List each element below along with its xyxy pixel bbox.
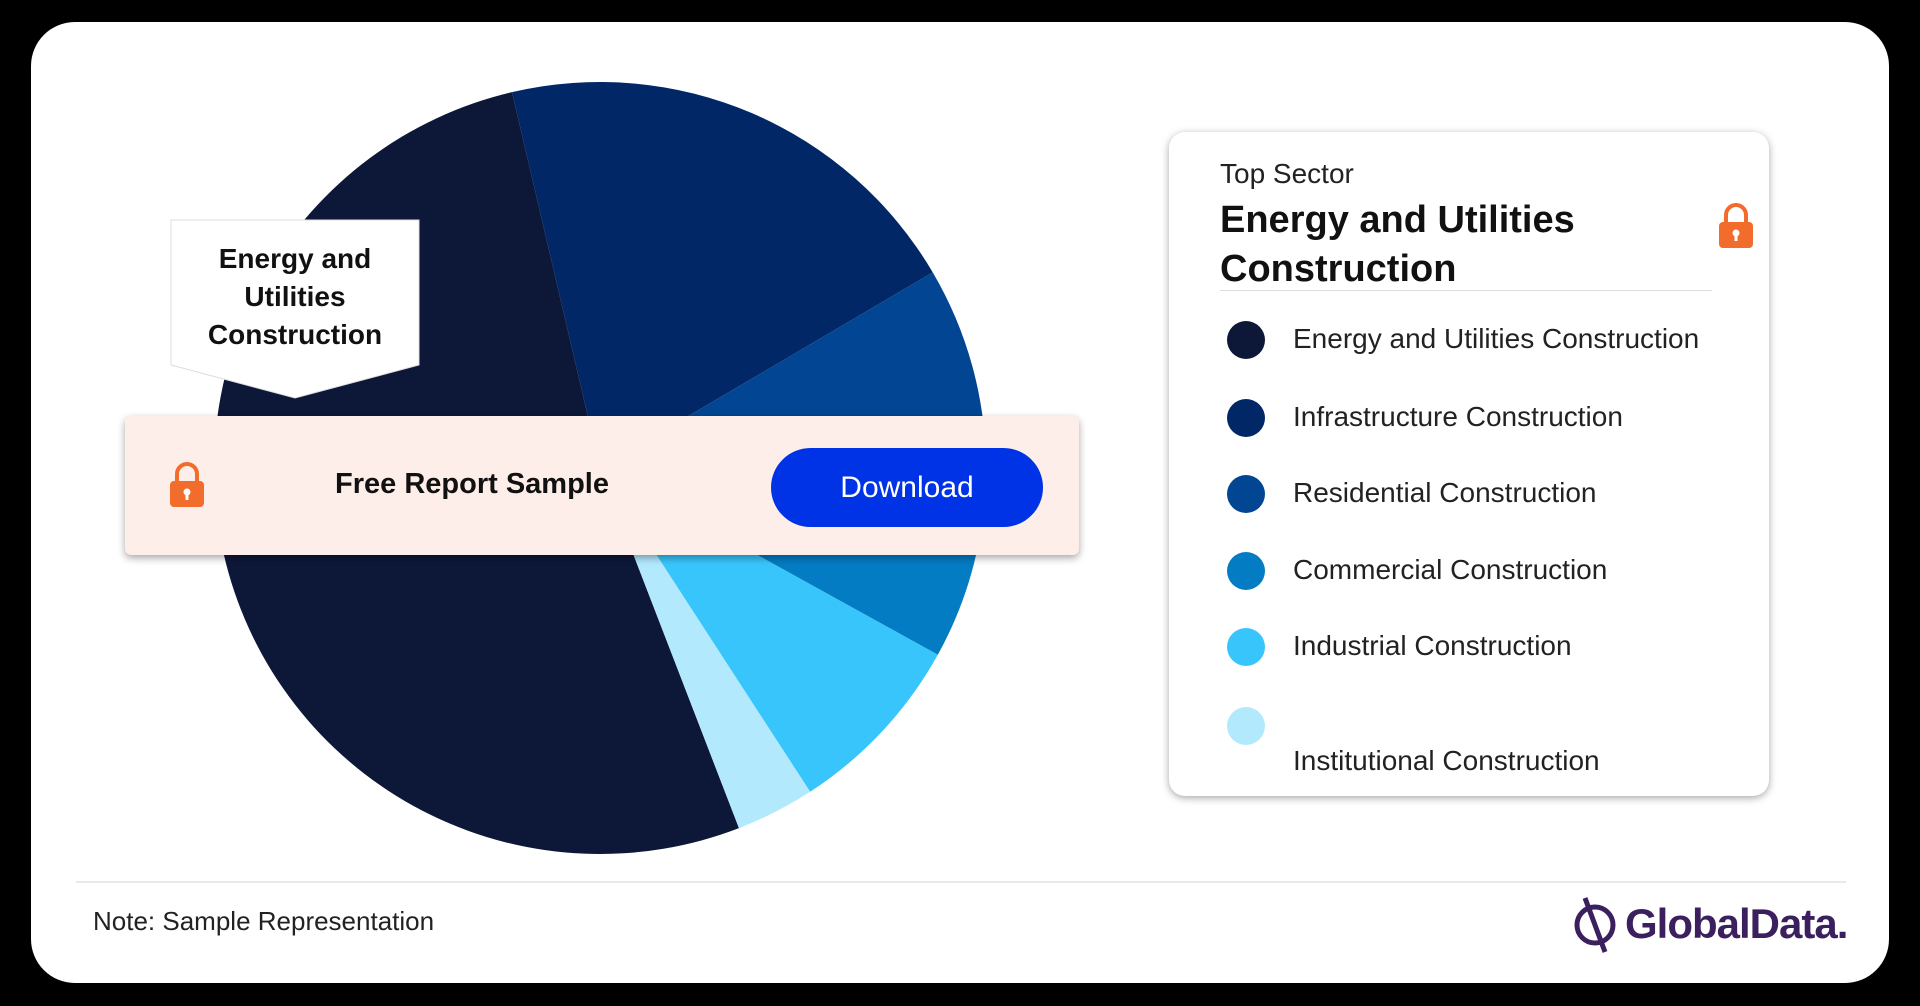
logo: GlobalData. (1625, 900, 1848, 947)
separator (1220, 290, 1712, 291)
lock-icon (1719, 203, 1753, 248)
legend-label: Institutional Construction (1293, 745, 1600, 776)
legend-marker (1227, 628, 1265, 666)
top-sector-value: Energy and Utilities Construction (1220, 199, 1575, 290)
legend-marker (1227, 475, 1265, 513)
legend-label: Infrastructure Construction (1293, 401, 1623, 432)
legend-marker (1227, 321, 1265, 359)
legend-marker (1227, 399, 1265, 437)
lock-icon (170, 462, 204, 507)
note: Note: Sample Representation (93, 906, 435, 936)
legend-label: Energy and Utilities Construction (1293, 323, 1700, 354)
pie-slice (600, 468, 811, 829)
banner-text: Free Report Sample (335, 468, 609, 500)
legend-panel (1169, 132, 1769, 796)
logo-icon (1574, 897, 1616, 953)
top-sector-label: Top Sector (1220, 158, 1354, 189)
legend-marker (1227, 552, 1265, 590)
callout-box (170, 219, 420, 399)
pie-slice (511, 82, 933, 469)
legend-label: Residential Construction (1293, 477, 1597, 508)
callout-label: Energy and Utilities Construction (207, 243, 383, 350)
legend-label: Commercial Construction (1293, 554, 1608, 585)
download-button[interactable]: Download (771, 448, 1043, 527)
legend-label: Industrial Construction (1293, 630, 1572, 661)
legend-marker (1227, 707, 1265, 745)
